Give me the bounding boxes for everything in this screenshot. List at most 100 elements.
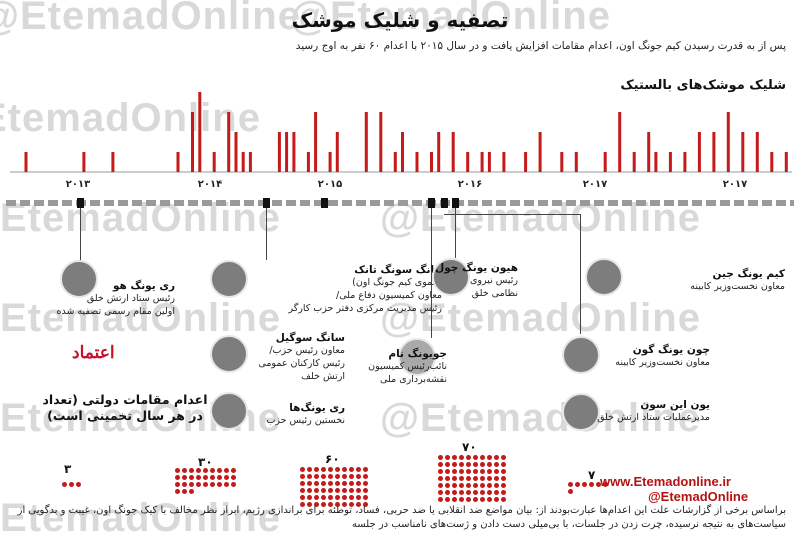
person-card: کیم یونگ جین معاون نخست‌وزیر کابینه xyxy=(595,268,785,293)
execution-dot xyxy=(342,495,347,500)
missile-bar xyxy=(191,112,194,172)
missile-bar xyxy=(306,152,310,172)
missile-bar xyxy=(364,112,368,172)
execution-dot xyxy=(300,495,305,500)
execution-dot xyxy=(501,469,506,474)
execution-dot xyxy=(501,483,506,488)
execution-dot xyxy=(76,482,81,487)
execution-dot xyxy=(356,488,361,493)
execution-dot xyxy=(459,483,464,488)
execution-dot xyxy=(501,476,506,481)
portrait-photo xyxy=(562,336,600,374)
missile-bar xyxy=(770,152,774,172)
website-link[interactable]: www.Etemadonline.ir xyxy=(600,474,731,489)
missile-bar xyxy=(632,152,636,172)
execution-dot xyxy=(314,474,319,479)
person-role: نظامی خلق xyxy=(471,288,518,299)
person-role: ارتش خلف xyxy=(301,371,345,382)
purge-timeline xyxy=(6,200,794,206)
footnote: براساس برخی از گزارشات علت این اعدام‌ها … xyxy=(17,505,786,530)
person-name: هیون یونگ چول xyxy=(435,262,518,274)
missile-bar xyxy=(393,152,397,172)
execution-dot xyxy=(494,455,499,460)
execution-dot xyxy=(363,474,368,479)
timeline-marker xyxy=(428,198,435,208)
execution-dot xyxy=(328,488,333,493)
timeline-marker xyxy=(441,198,448,208)
execution-dot xyxy=(314,481,319,486)
execution-dot xyxy=(459,476,464,481)
portrait-photo xyxy=(210,335,248,373)
execution-dot xyxy=(459,455,464,460)
execution-dot xyxy=(487,455,492,460)
execution-dot xyxy=(300,481,305,486)
execution-dot xyxy=(314,495,319,500)
execution-count-label: ۶۰ xyxy=(325,452,340,466)
execution-dot xyxy=(307,474,312,479)
execution-dot xyxy=(466,476,471,481)
execution-dot xyxy=(487,490,492,495)
execution-dot xyxy=(300,488,305,493)
connector-line xyxy=(431,208,432,338)
missile-bar xyxy=(647,132,651,172)
missile-bar xyxy=(335,132,339,172)
execution-dot xyxy=(175,482,180,487)
person-role: معاون نخست‌وزیر کابینه xyxy=(690,281,785,292)
person-card: یون این سون مدیرعملیات ستاد ارتش خلق xyxy=(520,399,710,424)
missile-bar xyxy=(227,112,231,172)
execution-dot xyxy=(335,474,340,479)
missile-bar xyxy=(401,132,404,172)
missile-bar xyxy=(784,152,788,172)
execution-dot xyxy=(314,467,319,472)
portrait-photo xyxy=(562,393,600,431)
connector-line xyxy=(80,208,81,263)
missile-bar xyxy=(241,152,245,172)
person-role: رئیس ستاد ارتش خلق xyxy=(86,293,175,304)
execution-dot xyxy=(349,502,354,507)
execution-dot xyxy=(363,481,368,486)
execution-count-label: ۷ xyxy=(588,468,596,482)
person-name: جانگ سونگ تانک xyxy=(354,264,442,276)
missile-chart-title: شلیک موشک‌های بالستیک xyxy=(620,78,786,93)
year-tick-label: ۲۰۱۳ xyxy=(66,179,90,190)
execution-dot xyxy=(452,476,457,481)
execution-dot xyxy=(210,475,215,480)
execution-dot xyxy=(596,482,601,487)
execution-dot xyxy=(321,474,326,479)
execution-dot xyxy=(445,462,450,467)
missile-bar xyxy=(603,152,607,172)
person-role: نقشه‌برداری ملی xyxy=(380,374,447,385)
missile-bar xyxy=(451,132,455,172)
execution-dot xyxy=(231,468,236,473)
execution-dot xyxy=(328,502,333,507)
person-card: ری یونگ‌ها نخستین رئیس حزب xyxy=(155,402,345,427)
execution-dot xyxy=(182,468,187,473)
execution-dot xyxy=(501,497,506,502)
person-role: رئیس مدیریت مرکزی دفتر حزب کارگر xyxy=(288,303,442,314)
execution-dot xyxy=(487,497,492,502)
portrait-photo xyxy=(210,392,248,430)
executions-title: اعدام مقامات دولتی (تعداد در هر سال تخمی… xyxy=(42,392,208,423)
year-tick-label: ۲۰۱۴ xyxy=(198,179,222,190)
social-handle[interactable]: @EtemadOnline xyxy=(648,489,749,504)
execution-dot xyxy=(314,502,319,507)
missile-bar xyxy=(328,152,332,172)
portrait-photo xyxy=(210,260,248,298)
connector-line xyxy=(444,214,580,215)
missile-bar xyxy=(415,152,419,172)
execution-dot xyxy=(224,482,229,487)
missile-launch-chart: ۲۰۱۳ ۲۰۱۴ ۲۰۱۵ ۲۰۱۶ ۲۰۱۷ ۲۰۱۷ xyxy=(10,92,792,190)
execution-dot xyxy=(494,469,499,474)
execution-dots-group xyxy=(62,482,87,487)
person-role: (عموی کیم جونگ اون) xyxy=(352,277,442,288)
execution-dot xyxy=(321,488,326,493)
execution-dot xyxy=(438,483,443,488)
execution-dot xyxy=(466,462,471,467)
execution-dot xyxy=(452,483,457,488)
execution-dot xyxy=(438,476,443,481)
execution-dot xyxy=(438,490,443,495)
execution-dot xyxy=(335,502,340,507)
person-role: اولین مقام رسمی تصفیه شده xyxy=(56,306,176,317)
execution-dot xyxy=(307,467,312,472)
execution-dot xyxy=(494,490,499,495)
